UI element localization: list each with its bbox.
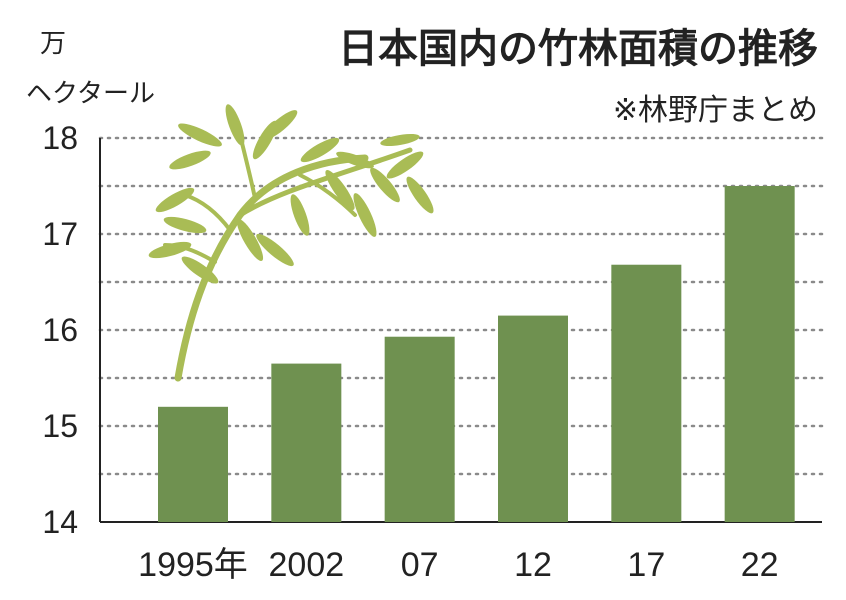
- x-tick-label: 2002: [269, 546, 345, 584]
- x-axis-labels: 1995年 2002 07 12 17 22: [138, 546, 778, 584]
- y-tick-label: 17: [42, 216, 78, 252]
- y-tick-label: 16: [42, 312, 78, 348]
- bar: [724, 186, 795, 522]
- x-tick-label: 22: [741, 546, 779, 584]
- y-tick-label: 14: [42, 504, 78, 540]
- bar: [158, 406, 228, 522]
- bar: [384, 336, 455, 522]
- y-tick-label: 15: [42, 408, 78, 444]
- y-tick-label: 18: [42, 120, 78, 156]
- y-unit-label-top: 万: [40, 29, 66, 59]
- y-unit-label-bottom: ヘクタール: [26, 79, 155, 109]
- x-tick-label: 12: [514, 546, 552, 584]
- chart-title: 日本国内の竹林面積の推移: [338, 26, 818, 72]
- bar: [611, 264, 682, 522]
- source-note: ※林野庁まとめ: [613, 93, 818, 128]
- bars: [158, 186, 795, 522]
- x-tick-label: 1995年: [138, 546, 248, 584]
- bar: [498, 315, 568, 522]
- x-tick-label: 17: [627, 546, 665, 584]
- bar: [271, 363, 342, 522]
- bamboo-branch-icon: [148, 104, 434, 382]
- x-tick-label: 07: [401, 546, 439, 584]
- y-axis-ticks: 18 17 16 15 14: [42, 120, 78, 540]
